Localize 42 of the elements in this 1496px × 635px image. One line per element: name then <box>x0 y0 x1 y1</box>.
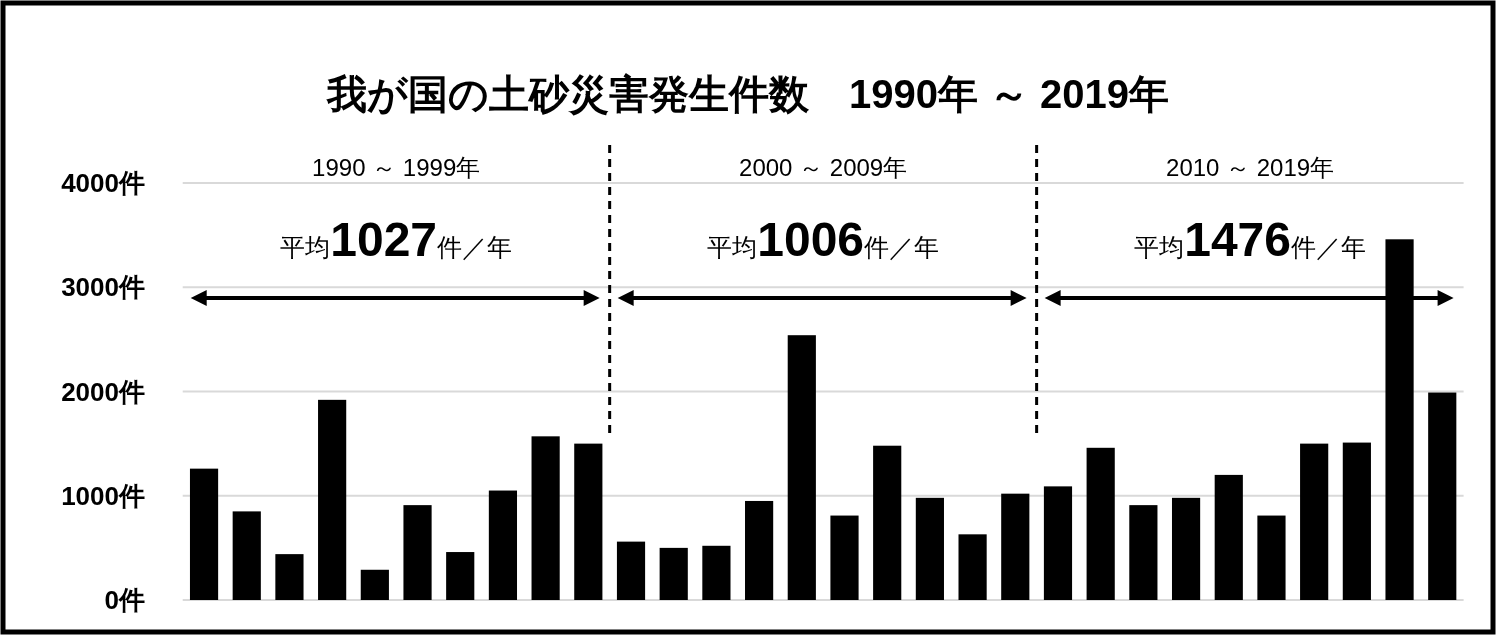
bar <box>1300 443 1329 600</box>
annotation: 平均1006件／年 <box>707 213 940 266</box>
bar <box>659 547 688 600</box>
bar <box>531 436 560 600</box>
bar <box>1214 474 1243 600</box>
bar <box>574 443 603 600</box>
text: 2000 ～ 2009年 <box>739 154 908 181</box>
bar <box>403 505 432 600</box>
bar <box>232 511 261 600</box>
bar <box>1086 447 1115 600</box>
bar <box>873 445 902 600</box>
bar <box>958 534 987 600</box>
bar <box>1428 392 1457 600</box>
bar <box>830 515 859 600</box>
text: 2010 ～ 2019年 <box>1166 154 1335 181</box>
bar <box>616 541 646 600</box>
bar <box>1257 515 1286 600</box>
bar <box>745 500 774 600</box>
bar <box>446 552 475 600</box>
y-tick-label: 3000件 <box>61 272 145 303</box>
bar <box>1171 497 1201 600</box>
bar <box>787 335 816 600</box>
annotation: 平均1476件／年 <box>1134 213 1367 266</box>
bar <box>1342 442 1371 600</box>
bar <box>1001 493 1030 600</box>
y-tick-label: 0件 <box>104 585 145 615</box>
annotation: 平均1027件／年 <box>280 213 513 266</box>
y-tick-label: 4000件 <box>61 168 145 198</box>
y-tick-label: 2000件 <box>61 376 145 407</box>
text: 1990 ～ 1999年 <box>312 154 481 181</box>
bar <box>318 399 347 600</box>
bar <box>1129 505 1158 600</box>
bar <box>702 545 731 600</box>
bar <box>915 497 944 600</box>
bar <box>360 569 389 600</box>
bar <box>1043 486 1073 600</box>
bar <box>488 490 518 600</box>
y-tick-label: 1000件 <box>61 480 145 511</box>
chart-title: 我が国の土砂災害発生件数 1990年 ～ 2019年 <box>325 72 1170 116</box>
bar <box>189 468 219 600</box>
bar <box>275 554 304 600</box>
bar <box>1385 239 1414 600</box>
